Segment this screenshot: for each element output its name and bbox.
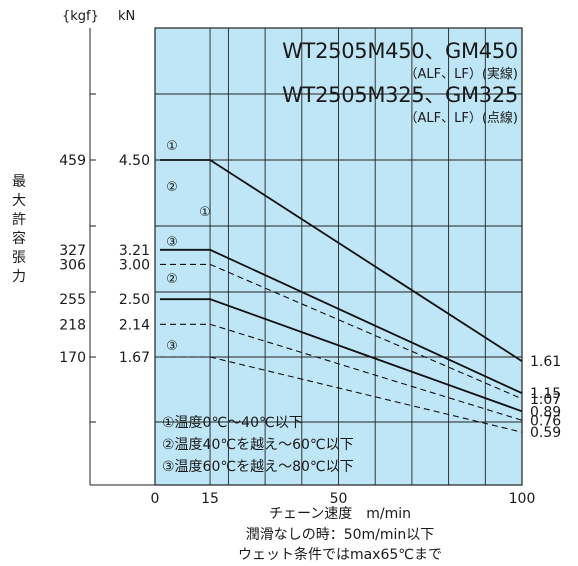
series-circle-label: ③ — [166, 339, 178, 354]
series-dashed-1 — [160, 263, 523, 400]
end-value-label: 1.07 — [530, 392, 561, 408]
kgf-tick-label: 306 — [59, 257, 86, 273]
y-label-char: 最 — [12, 174, 26, 190]
y-label-char: 力 — [12, 269, 26, 285]
series-circle-label: ② — [166, 272, 178, 287]
y-label-char: 容 — [12, 230, 26, 247]
x-axis-label: チェーン速度 m/min — [269, 506, 411, 522]
end-value-label: 1.61 — [530, 354, 561, 370]
kn-tick-label: 3.00 — [119, 257, 150, 273]
legend: ①温度0℃～40℃以下 ②温度40℃を越え～60℃以下 ③温度60℃を越え～80… — [162, 415, 354, 475]
y-label-char: 大 — [12, 193, 26, 209]
kn-tick-label: 4.50 — [119, 153, 150, 169]
note-wet-condition: ウェット条件ではmax65℃まで — [238, 546, 442, 563]
kgf-tick-label: 255 — [59, 292, 86, 308]
x-tick-labels: 0 15 50 100 — [151, 491, 536, 507]
kgf-tick-label: 218 — [59, 317, 86, 333]
y-label-char: 許 — [12, 212, 26, 228]
x-tick-label: 15 — [201, 491, 219, 507]
y-label-char: 張 — [12, 250, 26, 266]
series-circle-label: ① — [166, 139, 178, 154]
kgf-tick-label: 459 — [59, 153, 86, 169]
vertical-gridlines — [209, 28, 486, 485]
note-lubrication: 潤滑なしの時：50m/min以下 — [246, 526, 435, 543]
title-line-1-sub: （ALF、LF）(実線) — [405, 66, 518, 82]
kgf-tick-label: 327 — [59, 243, 86, 259]
chart-title-block: WT2505M450、GM450 （ALF、LF）(実線) WT2505M325… — [282, 39, 518, 126]
title-line-2: WT2505M325、GM325 — [282, 83, 518, 107]
x-tick-label: 100 — [509, 491, 536, 507]
title-line-1: WT2505M450、GM450 — [282, 39, 518, 63]
kn-tick-label: 1.67 — [119, 350, 150, 366]
series-solid-3 — [160, 298, 523, 413]
series-end-labels: 1.61 1.15 0.891.07 0.760.59 — [530, 354, 561, 441]
series-circle-label: ② — [166, 180, 178, 195]
kn-tick-label: 2.14 — [119, 317, 150, 333]
series-circle-labels: ① ② ③ ① ② ③ — [166, 139, 211, 354]
horizontal-gridlines — [155, 93, 522, 423]
title-line-2-sub: （ALF、LF）(点線) — [405, 110, 518, 126]
series-solid-1 — [160, 159, 523, 362]
end-value-label: 0.89 — [530, 404, 561, 420]
series-dashed-2 — [160, 323, 523, 421]
kn-tick-label: 2.50 — [119, 292, 150, 308]
series-dashed-3 — [160, 356, 523, 433]
plot-border — [154, 27, 523, 486]
end-value-label: 1.15 — [530, 386, 561, 402]
kn-unit-label: kN — [118, 9, 135, 24]
kgf-unit-label: {kgf} — [62, 9, 99, 24]
series-circle-label: ③ — [166, 235, 178, 250]
legend-item-1: ①温度0℃～40℃以下 — [162, 415, 303, 431]
end-value-label: 0.59 — [530, 425, 561, 441]
legend-item-3: ③温度60℃を越え～80℃以下 — [162, 459, 354, 475]
kgf-tick-label: 170 — [59, 350, 86, 366]
kn-tick-label: 3.21 — [119, 243, 150, 259]
series-solid-2 — [160, 248, 523, 395]
x-tick-label: 50 — [330, 491, 348, 507]
legend-item-2: ②温度40℃を越え～60℃以下 — [162, 437, 354, 453]
x-tick-label: 0 — [151, 491, 160, 507]
series-lines — [160, 159, 523, 433]
kn-tick-labels: 4.50 3.213.00 2.50 2.14 1.67 — [119, 153, 150, 366]
series-circle-label: ① — [199, 205, 211, 220]
end-value-label: 0.76 — [530, 413, 561, 429]
